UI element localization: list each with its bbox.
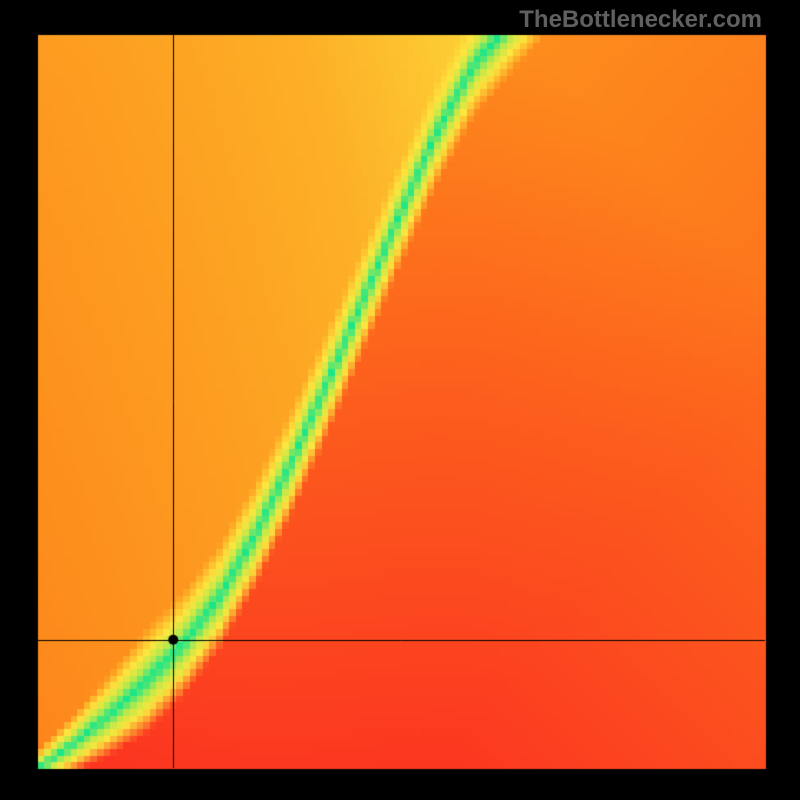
bottleneck-heatmap — [0, 0, 800, 800]
watermark-label: TheBottlenecker.com — [519, 6, 762, 34]
